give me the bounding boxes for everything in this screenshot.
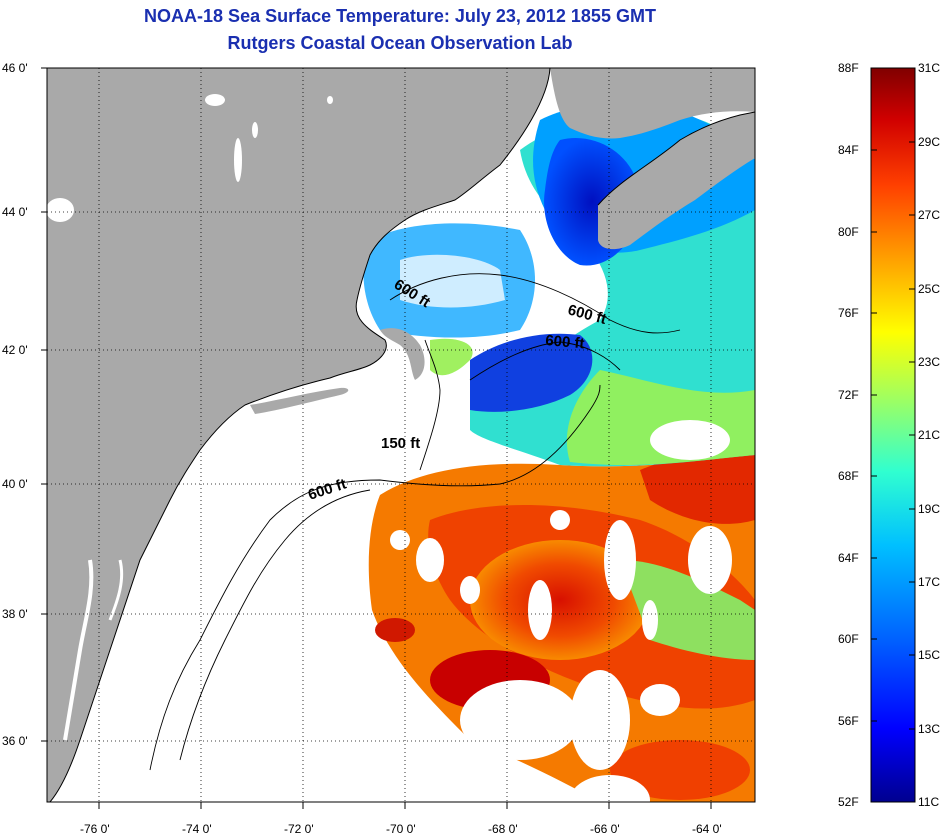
colorbar-c-21: 21C — [918, 428, 941, 442]
colorbar-c-11: 11C — [918, 795, 940, 809]
colorbar-f-60: 60F — [838, 632, 859, 646]
colorbar-f-64: 64F — [838, 551, 859, 565]
coastline-nova-scotia — [597, 111, 755, 206]
contour-150ft — [419, 339, 441, 471]
lon-label-76: -76 0' — [80, 822, 110, 836]
lat-label-44: 44 0' — [2, 205, 28, 219]
colorbar-f-88: 88F — [838, 61, 859, 75]
nova-scotia — [598, 112, 755, 250]
delaware-bay — [108, 559, 124, 621]
depth-contours — [149, 273, 681, 771]
cape-cod — [380, 328, 425, 380]
colorbar-f-76: 76F — [838, 306, 859, 320]
frame-ticks — [41, 67, 712, 809]
colorbar-c-17: 17C — [918, 575, 941, 589]
contour-label-150ft: 150 ft — [381, 435, 420, 452]
colorbar-f-56: 56F — [838, 714, 859, 728]
colorbar-c-15: 15C — [918, 648, 941, 662]
contour-600ft-gulf — [389, 273, 681, 334]
contour-600ft-shelf — [149, 384, 601, 771]
map-area — [47, 68, 755, 802]
lon-label-68: -68 0' — [488, 822, 518, 836]
colorbar-f-52: 52F — [838, 795, 859, 809]
colorbar-f-68: 68F — [838, 469, 859, 483]
colorbar-c-13: 13C — [918, 722, 941, 736]
colorbar-f-72: 72F — [838, 388, 859, 402]
lon-label-72: -72 0' — [284, 822, 314, 836]
lon-label-70: -70 0' — [386, 822, 416, 836]
colorbar-ticks — [871, 141, 915, 730]
contour-label-600ft-georges: 600 ft — [545, 332, 586, 352]
colorbar-c-27: 27C — [918, 208, 941, 222]
chesapeake-bay — [63, 559, 94, 741]
colorbar-f-80: 80F — [838, 225, 859, 239]
new-brunswick — [550, 68, 755, 139]
lat-label-36: 36 0' — [2, 734, 28, 748]
lon-label-66: -66 0' — [590, 822, 620, 836]
map-subtitle: Rutgers Coastal Ocean Observation Lab — [227, 33, 573, 53]
colorbar — [870, 67, 916, 803]
lat-label-38: 38 0' — [2, 607, 28, 621]
coastline — [49, 68, 551, 802]
lat-label-46: 46 0' — [2, 61, 28, 75]
colorbar-c-25: 25C — [918, 282, 941, 296]
map-frame — [46, 67, 756, 803]
lat-label-40: 40 0' — [2, 477, 28, 491]
colorbar-f-84: 84F — [838, 143, 859, 157]
colorbar-c-29: 29C — [918, 135, 941, 149]
lat-label-42: 42 0' — [2, 343, 28, 357]
contour-600ft-georges — [469, 341, 621, 381]
colorbar-c-31: 31C — [918, 61, 941, 75]
map-title: NOAA-18 Sea Surface Temperature: July 23… — [144, 6, 656, 26]
cloud-no-data-patches — [390, 420, 732, 802]
contour-shelf-inner — [179, 489, 371, 761]
long-island — [250, 387, 349, 414]
lon-label-74: -74 0' — [182, 822, 212, 836]
us-mainland — [47, 68, 550, 802]
inland-lakes — [47, 94, 333, 222]
colorbar-c-23: 23C — [918, 355, 941, 369]
lon-label-64: -64 0' — [692, 822, 722, 836]
colorbar-c-19: 19C — [918, 502, 941, 516]
